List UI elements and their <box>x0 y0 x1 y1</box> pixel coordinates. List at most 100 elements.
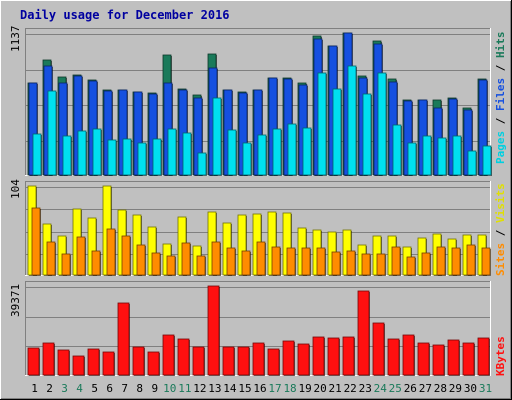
bar-pages-day-5 <box>92 128 102 176</box>
bar-sites-day-9 <box>151 252 161 276</box>
legend-kbytes-label: KBytes <box>494 336 507 376</box>
bar-kbytes-day-26 <box>402 334 415 376</box>
bar-sites-day-16 <box>256 241 266 276</box>
bar-sites-day-13 <box>211 241 221 276</box>
x-tick-label-29: 29 <box>449 382 462 395</box>
bar-kbytes-day-1 <box>27 347 40 376</box>
bar-kbytes-day-23 <box>357 290 370 376</box>
panel3-ymax-label: 39371 <box>9 284 22 317</box>
x-tick-label-23: 23 <box>359 382 372 395</box>
bar-kbytes-day-14 <box>222 346 235 376</box>
bar-sites-day-22 <box>346 250 356 276</box>
bar-kbytes-day-20 <box>312 336 325 376</box>
bar-kbytes-day-9 <box>147 351 160 376</box>
bar-kbytes-day-16 <box>252 342 265 376</box>
bar-pages-day-19 <box>302 127 312 176</box>
bar-kbytes-day-6 <box>102 351 115 376</box>
bar-sites-day-21 <box>331 251 341 276</box>
bar-kbytes-day-29 <box>447 339 460 376</box>
bar-pages-day-14 <box>227 129 237 176</box>
bar-kbytes-day-24 <box>372 322 385 376</box>
bar-kbytes-day-21 <box>327 337 340 376</box>
bar-sites-day-15 <box>241 250 251 276</box>
svg-text:Pages / Files / Hits: Pages / Files / Hits <box>494 32 507 165</box>
bar-kbytes-day-2 <box>42 342 55 376</box>
bar-sites-day-6 <box>106 228 116 276</box>
bar-pages-day-18 <box>287 123 297 176</box>
x-tick-label-5: 5 <box>91 382 98 395</box>
legend-files: Files <box>494 78 507 111</box>
x-tick-label-14: 14 <box>223 382 237 395</box>
x-tick-label-26: 26 <box>404 382 417 395</box>
x-tick-label-11: 11 <box>178 382 191 395</box>
bar-sites-day-28 <box>436 246 446 276</box>
bar-kbytes-day-5 <box>87 348 100 376</box>
bar-kbytes-day-18 <box>282 340 295 376</box>
bar-pages-day-11 <box>182 132 192 176</box>
x-tick-label-28: 28 <box>434 382 447 395</box>
legend-hits: Hits <box>494 32 507 59</box>
x-tick-label-20: 20 <box>314 382 327 395</box>
bar-sites-day-3 <box>61 253 71 276</box>
bar-kbytes-day-15 <box>237 346 250 376</box>
x-tick-label-22: 22 <box>344 382 357 395</box>
bar-pages-day-10 <box>167 128 177 176</box>
bar-pages-day-8 <box>137 142 147 176</box>
bar-sites-day-7 <box>121 235 131 276</box>
bar-sites-day-25 <box>391 246 401 276</box>
bar-sites-day-10 <box>166 255 176 276</box>
bar-kbytes-day-3 <box>57 349 70 376</box>
x-tick-label-4: 4 <box>76 382 83 395</box>
bar-pages-day-7 <box>122 138 132 176</box>
x-tick-label-8: 8 <box>136 382 143 395</box>
x-tick-label-21: 21 <box>329 382 342 395</box>
bar-sites-day-14 <box>226 247 236 276</box>
bar-pages-day-24 <box>377 72 387 176</box>
legend-sites-visits: Sites / Visits <box>494 183 507 276</box>
bar-kbytes-day-8 <box>132 346 145 376</box>
x-tick-label-16: 16 <box>253 382 266 395</box>
bar-pages-day-4 <box>77 130 87 176</box>
bar-kbytes-day-10 <box>162 334 175 376</box>
x-tick-label-19: 19 <box>298 382 311 395</box>
bar-pages-day-25 <box>392 124 402 176</box>
bar-kbytes-day-28 <box>432 344 445 376</box>
legend-sites: Sites <box>494 243 507 276</box>
panel1-ymax-label: 1137 <box>9 26 22 53</box>
bar-pages-day-28 <box>437 137 447 176</box>
bar-kbytes-day-17 <box>267 348 280 376</box>
bar-sites-day-1 <box>31 207 41 276</box>
x-tick-label-25: 25 <box>389 382 402 395</box>
x-tick-label-30: 30 <box>464 382 477 395</box>
bar-kbytes-day-25 <box>387 338 400 376</box>
bar-sites-day-30 <box>466 244 476 276</box>
x-tick-label-9: 9 <box>151 382 158 395</box>
x-tick-label-24: 24 <box>374 382 388 395</box>
bar-pages-day-26 <box>407 142 417 176</box>
bar-pages-day-2 <box>47 90 57 176</box>
bar-kbytes-day-30 <box>462 342 475 376</box>
x-tick-label-12: 12 <box>193 382 206 395</box>
bar-pages-day-9 <box>152 138 162 176</box>
bar-kbytes-day-4 <box>72 355 85 376</box>
legend-pages-files-hits: Pages / Files / Hits <box>494 32 507 165</box>
x-tick-label-31: 31 <box>479 382 492 395</box>
bar-pages-day-20 <box>317 72 327 176</box>
chart-title: Daily usage for December 2016 <box>20 8 230 22</box>
bar-sites-day-11 <box>181 242 191 276</box>
bar-kbytes-day-19 <box>297 343 310 376</box>
svg-text:KBytes: KBytes <box>494 336 507 376</box>
bar-pages-day-29 <box>452 135 462 176</box>
bar-pages-day-21 <box>332 88 342 176</box>
bar-pages-day-17 <box>272 128 282 176</box>
svg-text:Sites / Visits: Sites / Visits <box>494 183 507 276</box>
x-tick-label-17: 17 <box>268 382 281 395</box>
legend-pages: Pages <box>494 131 507 164</box>
bar-kbytes-day-11 <box>177 338 190 376</box>
bar-pages-day-12 <box>197 152 207 176</box>
bar-sites-day-18 <box>286 247 296 276</box>
bar-sites-day-23 <box>361 253 371 276</box>
x-tick-label-3: 3 <box>61 382 68 395</box>
bar-kbytes-day-31 <box>477 337 490 376</box>
legend-visits: Visits <box>494 183 507 223</box>
